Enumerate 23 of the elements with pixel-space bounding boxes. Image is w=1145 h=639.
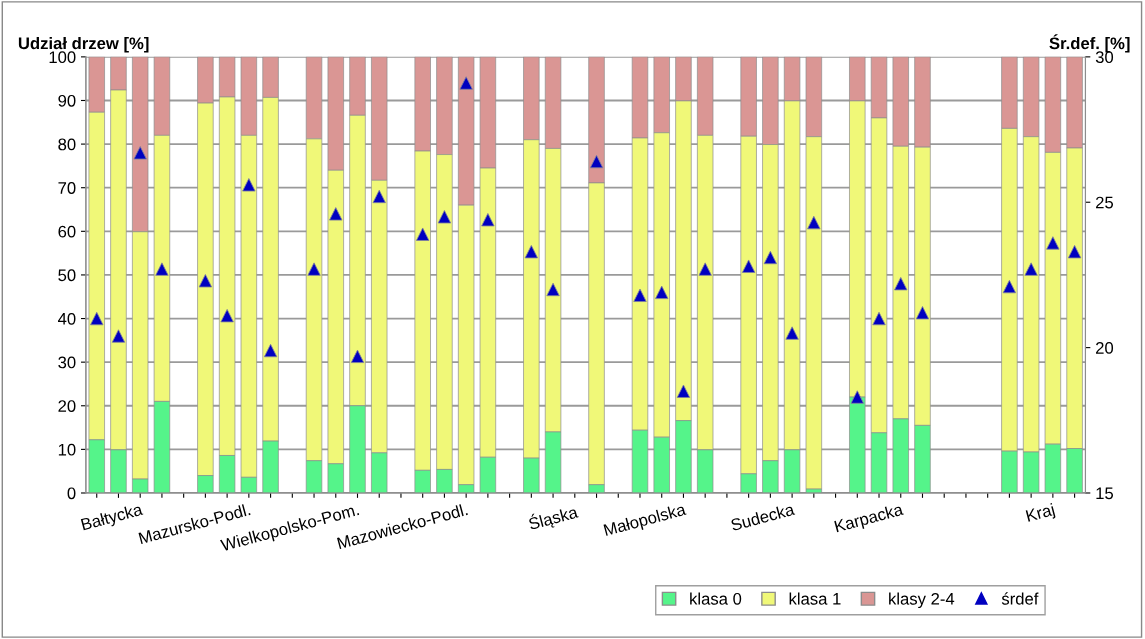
y-tick-label: 60 bbox=[58, 225, 76, 238]
legend-label: śrdef bbox=[1001, 592, 1039, 605]
legend-label: klasa 1 bbox=[789, 592, 841, 605]
y-tick-label: 70 bbox=[58, 182, 76, 194]
y2-tick-label: 15 bbox=[1096, 487, 1114, 500]
y-tick-label: 0 bbox=[67, 487, 76, 500]
y-tick-label: 10 bbox=[58, 443, 76, 456]
y-tick-label: 50 bbox=[58, 269, 76, 282]
y-tick-label: 100 bbox=[49, 51, 76, 64]
x-tick-label: Kraj bbox=[1025, 503, 1056, 526]
y2-tick-label: 30 bbox=[1095, 51, 1114, 64]
y-tick-label: 40 bbox=[58, 312, 76, 325]
y-tick-label: 80 bbox=[58, 138, 76, 151]
x-tick-label: Sudecka bbox=[730, 502, 796, 532]
legend-label: klasy 2-4 bbox=[889, 592, 955, 609]
y2-tick-label: 20 bbox=[1096, 342, 1114, 354]
y-tick-label: 90 bbox=[58, 94, 76, 107]
y-tick-label: 20 bbox=[58, 400, 76, 412]
y-tick-label: 30 bbox=[58, 356, 76, 369]
y2-tick-label: 25 bbox=[1096, 196, 1114, 209]
x-tick-label: Śląska bbox=[527, 502, 580, 534]
x-tick-label: Karpacka bbox=[834, 502, 905, 536]
legend-label: klasa 0 bbox=[690, 592, 742, 605]
